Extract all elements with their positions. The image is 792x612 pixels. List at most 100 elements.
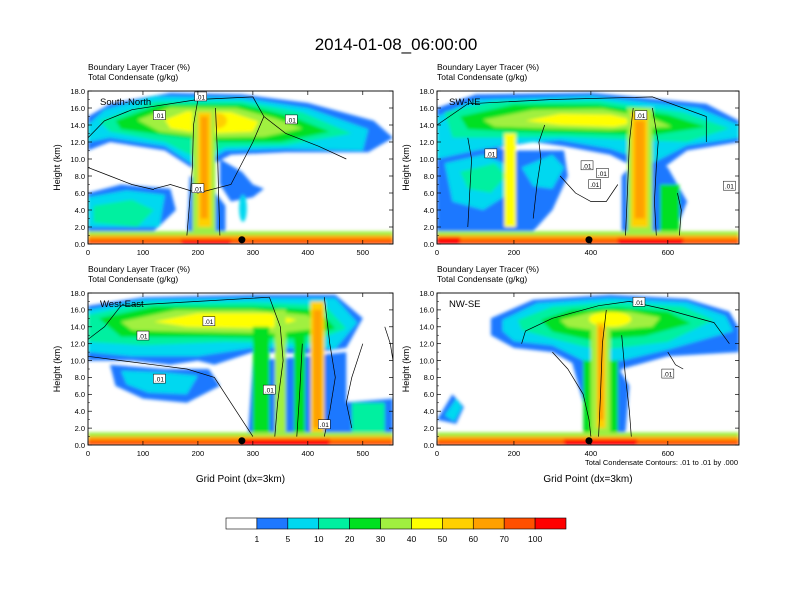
y-tick-label: 10.0 — [70, 356, 85, 365]
contour-line — [263, 116, 347, 160]
y-tick-label: 0.0 — [75, 240, 85, 249]
x-tick-label: 100 — [137, 449, 150, 458]
y-tick-label: 16.0 — [419, 104, 434, 113]
x-tick-label: 400 — [585, 248, 598, 257]
x-tick-label: 400 — [585, 449, 598, 458]
x-tick-label: 600 — [662, 248, 675, 257]
y-tick-label: 6.0 — [75, 189, 85, 198]
tracer-shade — [598, 326, 604, 420]
contour-line — [345, 343, 364, 429]
y-tick-label: 6.0 — [424, 189, 434, 198]
colorbar-swatch — [256, 517, 289, 530]
colorbar-swatch — [534, 517, 567, 530]
y-axis-label: Height (km) — [52, 144, 62, 191]
contour-label: .01 — [153, 373, 166, 384]
x-tick-label: 200 — [192, 248, 205, 257]
x-tick-label: 300 — [247, 449, 260, 458]
y-tick-label: 14.0 — [70, 323, 85, 332]
tracer-shade — [274, 309, 286, 433]
panel-sw-ne: Boundary Layer Tracer (%)Total Condensat… — [401, 62, 740, 257]
y-tick-label: 14.0 — [419, 323, 434, 332]
tracer-shade — [153, 313, 297, 329]
x-tick-label: 600 — [662, 449, 675, 458]
contour-line — [88, 355, 254, 437]
y-tick-label: 4.0 — [75, 206, 85, 215]
colorbar: 1 5 10 20 30 40 50 60 70 100 — [225, 517, 567, 544]
svg-text:.01: .01 — [663, 372, 672, 379]
contour-line — [621, 335, 632, 437]
contour-label: .01 — [202, 316, 216, 326]
panel-label: NW-SE — [449, 299, 481, 310]
tracer-shade — [634, 120, 645, 219]
y-tick-label: 18.0 — [419, 87, 434, 96]
location-marker — [238, 236, 246, 244]
panel-label: SW-NE — [449, 97, 481, 108]
x-axis-label: Grid Point (dx=3km) — [196, 474, 285, 485]
tracer-field — [88, 92, 393, 244]
contour-line — [296, 343, 303, 437]
contour-line — [88, 167, 154, 190]
svg-text:.01: .01 — [265, 388, 274, 395]
contour-line — [625, 107, 634, 236]
svg-text:.01: .01 — [583, 163, 592, 170]
tracer-shade — [181, 238, 231, 244]
y-tick-label: 10.0 — [419, 356, 434, 365]
x-tick-label: 0 — [435, 248, 439, 257]
y-tick-label: 14.0 — [419, 121, 434, 130]
condensate-contours — [437, 96, 707, 236]
y-tick-label: 16.0 — [419, 306, 434, 315]
y-tick-label: 8.0 — [75, 172, 85, 181]
x-tick-label: 200 — [508, 248, 521, 257]
tracer-shade — [437, 237, 461, 244]
condensate-contours — [88, 96, 347, 236]
y-tick-label: 18.0 — [70, 87, 85, 96]
colorbar-swatch — [503, 517, 536, 530]
location-marker — [585, 437, 593, 445]
y-tick-label: 4.0 — [75, 407, 85, 416]
tracer-shade — [200, 116, 208, 219]
y-tick-label: 0.0 — [424, 240, 434, 249]
svg-text:.01: .01 — [193, 186, 202, 193]
y-tick-label: 18.0 — [419, 289, 434, 298]
contour-line — [269, 297, 284, 437]
figure-title: 2014-01-08_06:00:00 — [315, 35, 478, 54]
colorbar-label: 40 — [407, 534, 417, 544]
y-tick-label: 10.0 — [419, 155, 434, 164]
y-tick-label: 2.0 — [424, 223, 434, 232]
panel-west-east: Boundary Layer Tracer (%)Total Condensat… — [52, 264, 394, 485]
y-tick-label: 12.0 — [419, 339, 434, 348]
colorbar-swatch — [318, 517, 350, 530]
y-tick-label: 0.0 — [75, 441, 85, 450]
colorbar-swatch — [380, 517, 412, 530]
tracer-shade — [525, 113, 641, 127]
y-axis-label: Height (km) — [401, 346, 411, 393]
y-tick-label: 4.0 — [424, 206, 434, 215]
colorbar-label: 100 — [528, 534, 542, 544]
y-tick-label: 4.0 — [424, 407, 434, 416]
tracer-shade — [444, 398, 462, 422]
tracer-shade — [239, 194, 247, 222]
tracer-shade — [617, 238, 684, 244]
tracer-shade — [504, 133, 516, 227]
y-axis-label: Height (km) — [401, 144, 411, 191]
panel-title-tracer: Boundary Layer Tracer (%) — [437, 62, 539, 72]
tracer-shade — [241, 439, 330, 445]
x-tick-label: 0 — [435, 449, 439, 458]
panel-nw-se: Boundary Layer Tracer (%)Total Condensat… — [401, 264, 740, 485]
panel-title-tracer: Boundary Layer Tracer (%) — [88, 264, 190, 274]
tracer-shade — [563, 439, 638, 445]
tracer-shade — [294, 335, 306, 433]
contour-line — [652, 107, 659, 236]
tracer-shade — [313, 309, 322, 429]
svg-text:.01: .01 — [287, 117, 296, 124]
panel-title-tracer: Boundary Layer Tracer (%) — [437, 264, 539, 274]
svg-text:.01: .01 — [636, 113, 645, 120]
colorbar-label: 1 — [255, 534, 260, 544]
contour-line — [88, 296, 270, 340]
contour-label: .01 — [596, 168, 609, 178]
svg-text:.01: .01 — [138, 334, 147, 341]
contour-line — [667, 351, 684, 370]
y-tick-label: 2.0 — [75, 223, 85, 232]
contour-line — [186, 99, 199, 236]
panel-label: South-North — [100, 97, 151, 108]
